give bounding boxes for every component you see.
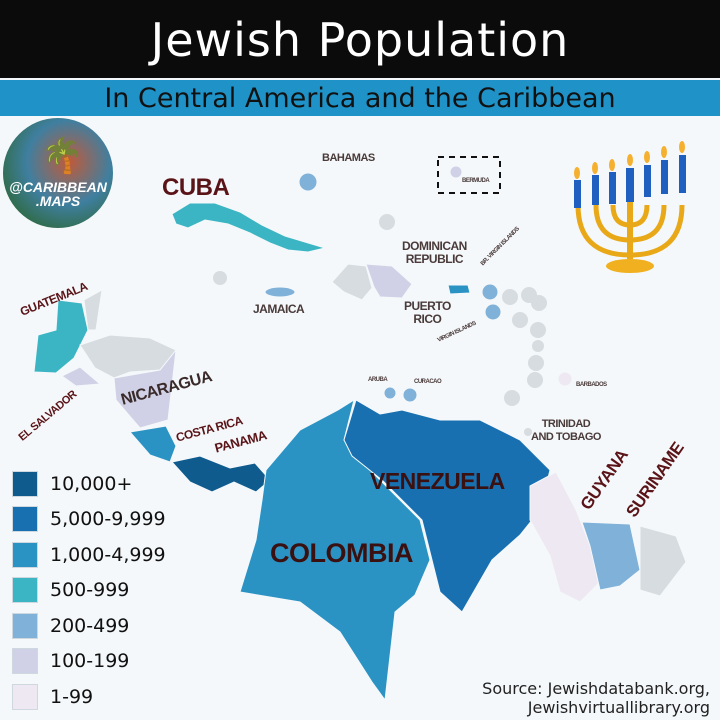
legend-label: 1,000-4,999 <box>50 543 166 566</box>
country-dominican-republic <box>365 263 413 299</box>
legend-item: 5,000-9,999 <box>12 502 166 538</box>
country-guyana <box>529 471 601 603</box>
country-bermuda <box>449 165 463 179</box>
country-barbados <box>557 371 573 387</box>
island-marker <box>530 322 546 338</box>
legend-swatch <box>12 577 38 604</box>
palm-trees-icon: 🌴 <box>41 137 84 175</box>
island-marker <box>532 340 544 352</box>
title: Jewish Population <box>0 0 720 78</box>
country-cuba <box>171 202 327 253</box>
label-venezuela: VENEZUELA <box>370 468 505 494</box>
legend: 10,000+ 5,000-9,999 1,000-4,999 500-999 … <box>12 466 166 715</box>
legend-item: 1,000-4,999 <box>12 537 166 573</box>
legend-swatch <box>12 683 38 710</box>
legend-item: 200-499 <box>12 608 166 644</box>
legend-label: 1-99 <box>50 685 94 708</box>
country-bahamas <box>298 172 318 192</box>
legend-item: 1-99 <box>12 679 166 715</box>
country-french-guiana <box>639 525 687 597</box>
legend-swatch <box>12 648 38 675</box>
label-cuba: CUBA <box>162 174 230 201</box>
legend-item: 10,000+ <box>12 466 166 502</box>
label-jamaica: JAMAICA <box>253 302 305 316</box>
subtitle: In Central America and the Caribbean <box>0 80 720 116</box>
label-puerto-1: PUERTO <box>404 299 451 313</box>
island-marker <box>379 214 395 230</box>
island-marker <box>531 295 547 311</box>
legend-label: 10,000+ <box>50 472 133 495</box>
country-suriname <box>581 521 641 591</box>
label-puerto-2: RICO <box>413 312 442 326</box>
label-bermuda: BERMUDA <box>462 178 490 184</box>
country-el-salvador <box>61 366 102 387</box>
label-bahamas: BAHAMAS <box>322 152 375 164</box>
label-aruba: ARUBA <box>368 377 388 383</box>
island-marker <box>504 390 520 406</box>
island-marker <box>512 312 528 328</box>
logo-text: @CARIBBEAN .MAPS <box>3 180 113 208</box>
label-trinidad-2: AND TOBAGO <box>531 431 601 443</box>
legend-label: 500-999 <box>50 579 130 602</box>
label-barbados: BARBADOS <box>576 382 607 388</box>
legend-item: 100-199 <box>12 644 166 680</box>
country-panama <box>171 455 271 493</box>
legend-swatch <box>12 541 38 568</box>
bermuda-inset-box <box>437 156 501 194</box>
legend-swatch <box>12 612 38 639</box>
island-marker <box>527 372 543 388</box>
country-virgin-islands <box>484 303 502 321</box>
legend-label: 200-499 <box>50 614 130 637</box>
legend-item: 500-999 <box>12 573 166 609</box>
island-marker <box>213 271 227 285</box>
country-costa-rica <box>129 425 177 463</box>
country-nicaragua <box>113 348 177 429</box>
logo-line2: .MAPS <box>35 193 81 209</box>
legend-swatch <box>12 470 38 497</box>
island-marker <box>502 289 518 305</box>
logo-line1: @CARIBBEAN <box>9 179 107 195</box>
island-marker <box>528 355 544 371</box>
source: Source: Jewishdatabank.org, Jewishvirtual… <box>482 679 710 717</box>
logo: 🌴 @CARIBBEAN .MAPS <box>3 118 113 228</box>
island-marker <box>524 428 532 436</box>
country-br-virgin-islands <box>481 283 499 301</box>
country-aruba <box>383 386 397 400</box>
label-dominican-2: REPUBLIC <box>405 252 464 266</box>
country-curacao <box>402 387 418 403</box>
unlabeled-islands <box>213 214 547 436</box>
country-colombia <box>239 398 431 702</box>
country-jamaica <box>264 286 296 298</box>
label-colombia: COLOMBIA <box>270 538 413 568</box>
country-puerto-rico <box>447 284 471 295</box>
legend-label: 100-199 <box>50 650 130 673</box>
source-line2: Jewishvirtuallibrary.org <box>527 698 710 717</box>
label-curacao: CURACAO <box>414 379 442 385</box>
label-dominican-1: DOMINICAN <box>402 239 467 253</box>
country-guatemala <box>33 299 89 374</box>
legend-swatch <box>12 506 38 533</box>
source-line1: Source: Jewishdatabank.org, <box>482 679 710 698</box>
country-belize <box>83 289 103 331</box>
label-trinidad-1: TRINIDAD <box>541 418 591 430</box>
country-haiti <box>331 263 373 301</box>
menorah-icon <box>574 141 686 273</box>
legend-label: 5,000-9,999 <box>50 508 166 531</box>
